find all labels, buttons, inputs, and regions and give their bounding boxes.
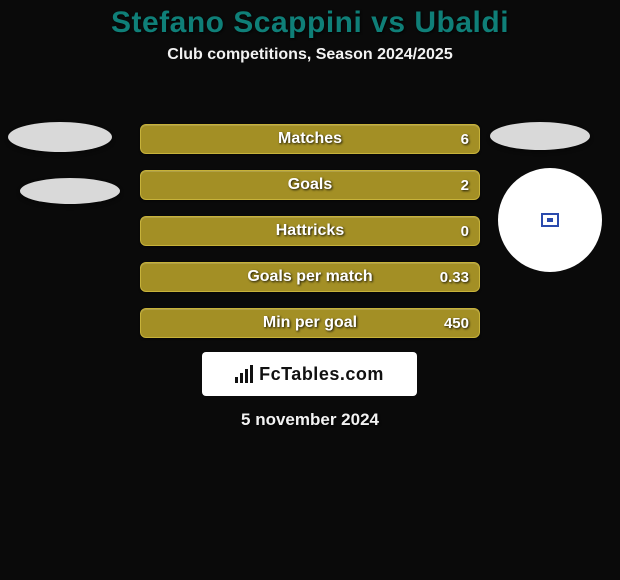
subtitle: Club competitions, Season 2024/2025: [0, 46, 620, 64]
stat-bar: Goals per match0.33: [140, 262, 480, 292]
date-text: 5 november 2024: [0, 410, 620, 430]
stat-bar-label: Goals per match: [141, 263, 479, 291]
stat-bar-value: 6: [461, 125, 469, 153]
stat-bar: Hattricks0: [140, 216, 480, 246]
stat-bar-value: 0.33: [440, 263, 469, 291]
stat-bar-label: Goals: [141, 171, 479, 199]
stat-bar-label: Matches: [141, 125, 479, 153]
stat-bar: Matches6: [140, 124, 480, 154]
left-ellipse-1: [8, 122, 112, 152]
logo-text: FcTables.com: [259, 364, 384, 385]
stat-bar-label: Min per goal: [141, 309, 479, 337]
stat-bar: Goals2: [140, 170, 480, 200]
stat-bar-value: 2: [461, 171, 469, 199]
flag-icon: [541, 213, 559, 227]
stat-bar-value: 450: [444, 309, 469, 337]
right-ellipse: [490, 122, 590, 150]
fctables-logo: FcTables.com: [202, 352, 417, 396]
stat-bar: Min per goal450: [140, 308, 480, 338]
stat-bars: Matches6Goals2Hattricks0Goals per match0…: [140, 124, 480, 354]
left-ellipse-2: [20, 178, 120, 204]
logo-bars-icon: [235, 365, 253, 383]
right-circle: [498, 168, 602, 272]
page-title: Stefano Scappini vs Ubaldi: [0, 0, 620, 40]
stat-bar-value: 0: [461, 217, 469, 245]
stat-bar-label: Hattricks: [141, 217, 479, 245]
